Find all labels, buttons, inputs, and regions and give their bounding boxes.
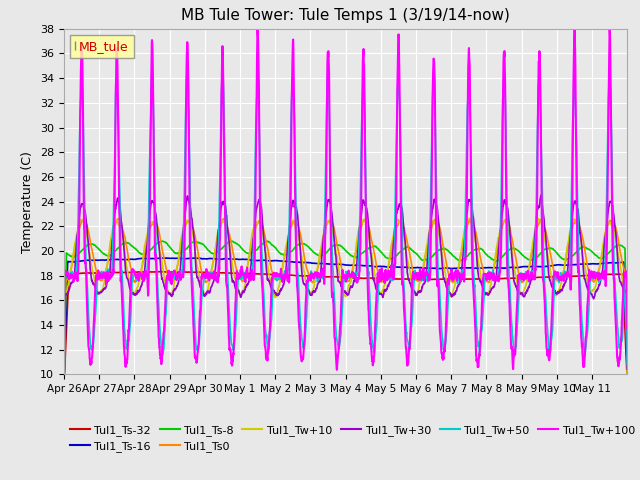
Line: Tul1_Ts-32: Tul1_Ts-32	[64, 272, 627, 374]
Tul1_Tw+10	[466, 216, 474, 221]
Tul1_Ts-16	[116, 256, 124, 262]
Tul1_Ts0	[238, 278, 246, 284]
Tul1_Ts-32	[616, 271, 623, 277]
Tul1_Ts-16	[547, 263, 555, 269]
Tul1_Tw+100	[380, 274, 387, 280]
Tul1_Tw+100	[571, 26, 579, 32]
Tul1_Tw+50	[116, 212, 124, 218]
Tul1_Tw+50	[515, 284, 523, 290]
Tul1_Ts-16	[163, 255, 170, 261]
Tul1_Tw+100	[616, 354, 623, 360]
Tul1_Ts-8	[515, 249, 523, 255]
Tul1_Tw+50	[148, 66, 156, 72]
Tul1_Tw+30	[60, 372, 68, 377]
Tul1_Ts-16	[623, 369, 631, 375]
Line: Tul1_Ts-8: Tul1_Ts-8	[64, 241, 627, 374]
Tul1_Ts-8	[623, 359, 631, 364]
Tul1_Ts-32	[156, 269, 164, 275]
Line: Tul1_Tw+50: Tul1_Tw+50	[64, 69, 627, 365]
Tul1_Tw+10	[515, 288, 523, 294]
Tul1_Tw+30	[515, 289, 523, 295]
Tul1_Ts0	[616, 244, 623, 250]
Tul1_Tw+30	[238, 291, 246, 297]
Tul1_Ts-32	[380, 276, 387, 281]
Tul1_Ts-8	[380, 252, 387, 258]
Tul1_Ts0	[515, 273, 523, 278]
Tul1_Ts-16	[515, 264, 523, 270]
Tul1_Ts-32	[238, 271, 246, 276]
Line: Tul1_Tw+100: Tul1_Tw+100	[64, 29, 627, 374]
Tul1_Ts-16	[238, 256, 246, 262]
Tul1_Ts-32	[515, 275, 523, 281]
Tul1_Ts0	[380, 277, 387, 283]
Tul1_Ts-16	[380, 264, 387, 269]
Tul1_Tw+50	[238, 274, 246, 279]
Tul1_Tw+30	[616, 276, 623, 281]
Tul1_Ts-8	[616, 242, 623, 248]
Tul1_Tw+10	[60, 372, 68, 377]
Tul1_Tw+10	[547, 273, 555, 278]
Tul1_Tw+50	[547, 341, 555, 347]
Tul1_Tw+10	[616, 258, 623, 264]
Tul1_Ts-8	[60, 372, 68, 377]
Tul1_Ts-8	[547, 245, 555, 251]
Y-axis label: Temperature (C): Temperature (C)	[22, 151, 35, 252]
Tul1_Tw+10	[116, 226, 124, 231]
Tul1_Tw+30	[547, 282, 555, 288]
Line: Tul1_Tw+10: Tul1_Tw+10	[64, 218, 627, 374]
Tul1_Ts0	[547, 255, 555, 261]
Tul1_Tw+30	[116, 206, 124, 212]
Tul1_Tw+10	[380, 286, 387, 292]
Tul1_Ts0	[220, 216, 227, 222]
Tul1_Tw+100	[623, 325, 631, 331]
Line: Tul1_Tw+30: Tul1_Tw+30	[64, 195, 627, 374]
Tul1_Ts0	[623, 372, 631, 377]
Tul1_Tw+50	[623, 361, 631, 367]
Tul1_Ts-16	[616, 260, 623, 265]
Tul1_Ts-8	[116, 243, 124, 249]
Tul1_Tw+100	[116, 256, 124, 262]
Tul1_Tw+10	[623, 372, 631, 377]
Tul1_Ts-32	[116, 269, 124, 275]
Tul1_Tw+30	[623, 366, 631, 372]
Tul1_Ts-8	[238, 246, 246, 252]
Tul1_Tw+50	[616, 343, 623, 349]
Tul1_Ts0	[60, 372, 68, 377]
Tul1_Tw+100	[238, 264, 246, 270]
Tul1_Ts0	[116, 218, 124, 224]
Tul1_Ts-32	[60, 372, 68, 377]
Tul1_Tw+50	[60, 362, 68, 368]
Tul1_Ts-16	[60, 372, 68, 377]
Tul1_Tw+50	[380, 274, 387, 279]
Tul1_Ts-8	[263, 238, 271, 244]
Tul1_Tw+30	[537, 192, 545, 198]
Title: MB Tule Tower: Tule Temps 1 (3/19/14-now): MB Tule Tower: Tule Temps 1 (3/19/14-now…	[181, 9, 510, 24]
Tul1_Tw+100	[515, 276, 523, 282]
Tul1_Tw+30	[380, 292, 387, 298]
Line: Tul1_Ts-16: Tul1_Ts-16	[64, 258, 627, 374]
Tul1_Tw+10	[238, 289, 246, 295]
Tul1_Ts-32	[547, 274, 555, 280]
Tul1_Tw+100	[60, 372, 68, 377]
Legend: Tul1_Ts-32, Tul1_Ts-16, Tul1_Ts-8, Tul1_Ts0, Tul1_Tw+10, Tul1_Tw+30, Tul1_Tw+50,: Tul1_Ts-32, Tul1_Ts-16, Tul1_Ts-8, Tul1_…	[70, 425, 635, 452]
Tul1_Ts-32	[623, 372, 631, 377]
Line: Tul1_Ts0: Tul1_Ts0	[64, 219, 627, 374]
Tul1_Tw+100	[547, 332, 555, 338]
